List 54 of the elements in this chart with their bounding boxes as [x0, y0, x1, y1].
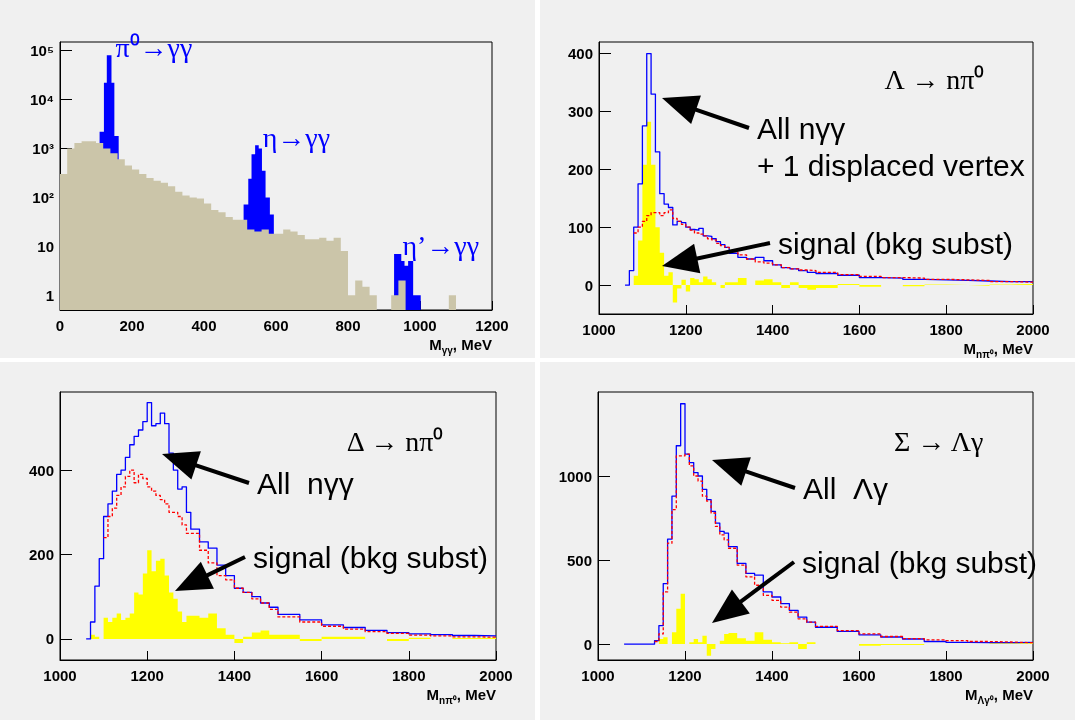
annotation: All nγγ + 1 displaced vertex [757, 111, 1025, 183]
y-tick-label: 10³ [32, 139, 54, 157]
y-tick-label: 300 [567, 102, 593, 120]
x-axis-title: M$_{γγ}$, MeV [429, 336, 492, 356]
y-tick-label: 10⁴ [29, 91, 54, 109]
x-axis-title: M$_{nπ⁰}$, MeV [963, 340, 1033, 361]
annotation: signal (bkg subst) [802, 545, 1038, 579]
x-tick-label: 2000 [479, 667, 513, 684]
x-tick-label: 1200 [130, 667, 164, 684]
x-axis-title: M$_{nπ⁰}$, MeV [426, 686, 496, 707]
x-tick-label: 1400 [217, 667, 252, 684]
x-tick-label: 1600 [842, 321, 877, 338]
x-tick-label: 1200 [668, 667, 702, 684]
y-tick-label: 200 [567, 160, 593, 178]
x-tick-label: 600 [263, 317, 289, 334]
x-tick-label: 2000 [1016, 321, 1050, 338]
x-tick-label: 1000 [403, 317, 437, 334]
text: Δ → nπ⁰ [346, 425, 444, 457]
x-tick-label: 2000 [1016, 667, 1050, 684]
x-tick-label: 1200 [669, 321, 703, 338]
series-label: η’→γγ [402, 230, 480, 262]
series-label: π⁰→γγ [115, 31, 193, 63]
text: Σ → Λγ [894, 425, 984, 457]
y-tick-label: 0 [583, 635, 592, 653]
text: Λ → nπ⁰ [884, 63, 985, 95]
x-axis-title: M$_{Λγ⁰}$, MeV [965, 686, 1033, 707]
y-tick-label: 1000 [558, 467, 592, 485]
y-tick-label: 10⁵ [30, 42, 54, 60]
annotation: signal (bkg subst) [778, 226, 1014, 260]
y-tick-label: 1 [45, 286, 54, 304]
x-tick-label: 1800 [929, 667, 963, 684]
series-label: η→γγ [262, 121, 331, 153]
x-tick-label: 800 [335, 317, 361, 334]
x-tick-label: 1200 [475, 317, 509, 334]
annotation: All nγγ [257, 466, 354, 500]
y-tick-label: 10 [37, 237, 54, 255]
y-tick-label: 400 [28, 461, 54, 479]
y-tick-label: 10² [32, 188, 54, 206]
x-tick-label: 1800 [929, 321, 963, 338]
x-tick-label: 1400 [755, 321, 790, 338]
annotation: signal (bkg subst) [253, 540, 489, 574]
y-tick-label: 0 [584, 276, 593, 294]
x-tick-label: 1400 [755, 667, 789, 684]
x-tick-label: 1800 [392, 667, 426, 684]
y-tick-label: 500 [566, 551, 592, 569]
y-tick-label: 200 [28, 545, 54, 563]
annotation: All Λγ [803, 471, 889, 505]
x-tick-label: 1600 [842, 667, 876, 684]
x-tick-label: 400 [191, 317, 217, 334]
y-tick-label: 400 [567, 45, 593, 63]
x-tick-label: 200 [119, 317, 145, 334]
y-tick-label: 0 [45, 630, 54, 648]
y-tick-label: 100 [567, 218, 593, 236]
x-tick-label: 1600 [304, 667, 339, 684]
